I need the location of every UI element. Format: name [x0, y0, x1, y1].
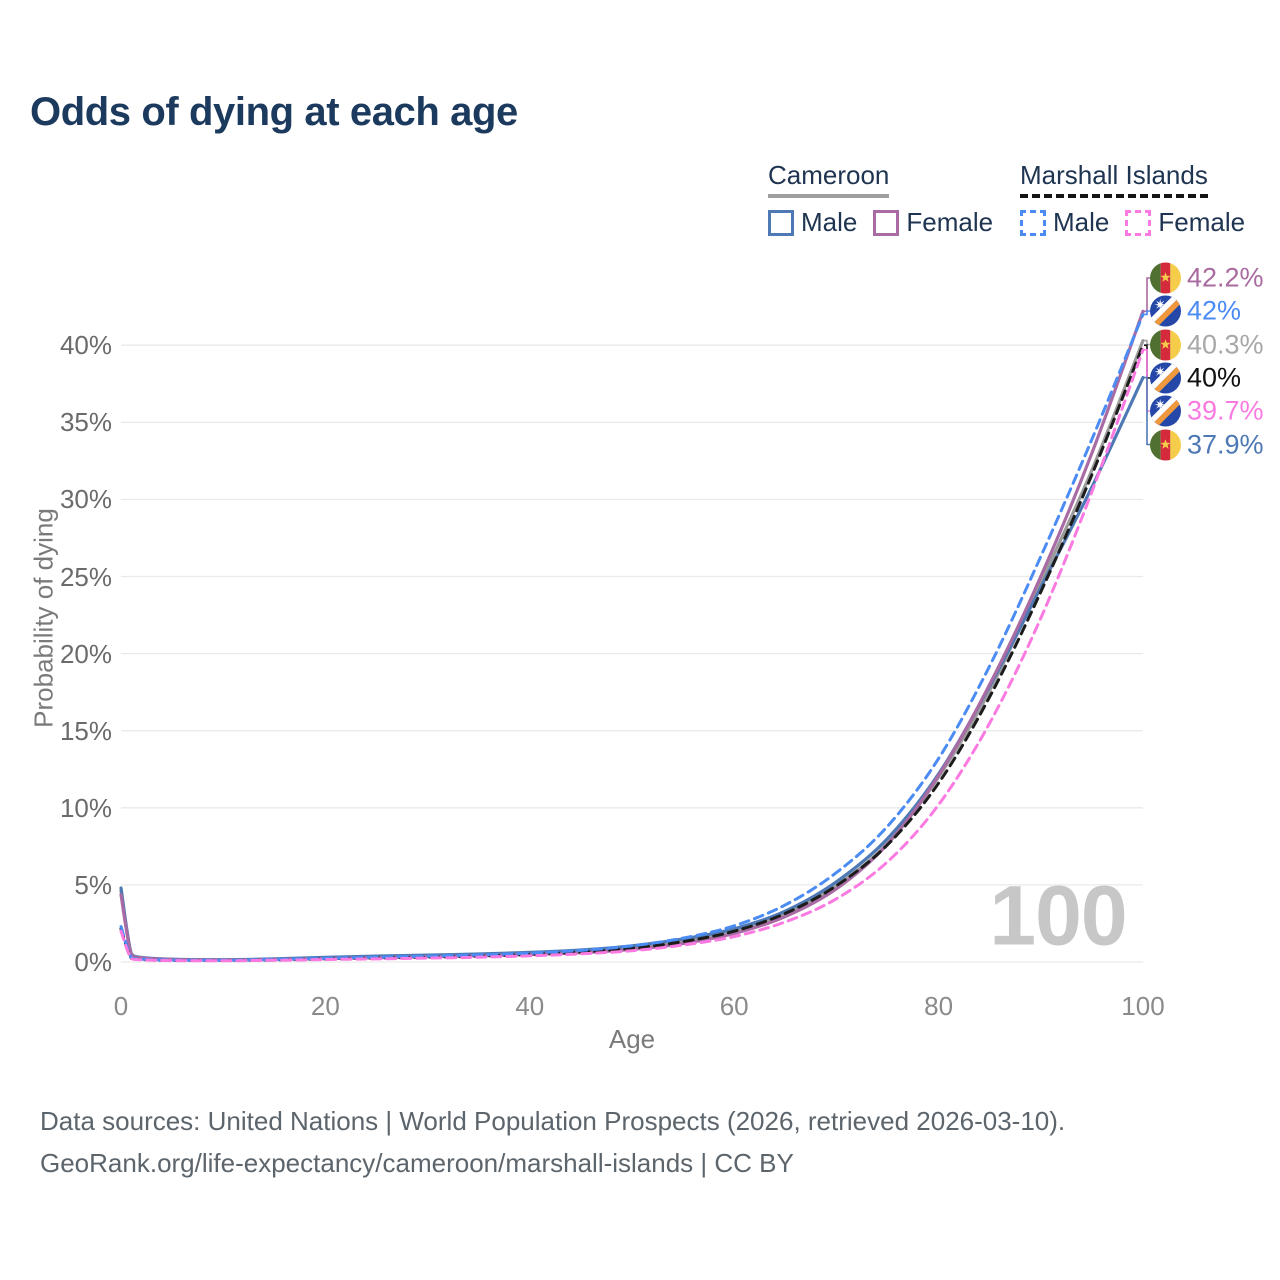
- marshall-islands-flag-icon: [1150, 395, 1181, 427]
- legend-swatch-cameroon-female: [873, 209, 900, 236]
- x-tick-label: 100: [1121, 991, 1165, 1021]
- end-label-value: 40.3%: [1187, 329, 1264, 359]
- marshall-islands-flag-icon: [1150, 362, 1181, 394]
- end-label-value: 42.2%: [1187, 262, 1264, 293]
- legend-item-label: Female: [1158, 207, 1246, 237]
- age-watermark: 100: [989, 868, 1127, 963]
- y-tick-label: 15%: [59, 715, 112, 746]
- end-label-connector: [1144, 277, 1150, 313]
- legend-item-label: Female: [906, 207, 994, 237]
- y-tick-label: 20%: [59, 638, 112, 669]
- end-label-connector: [1144, 339, 1150, 346]
- y-tick-label: 0%: [74, 947, 112, 977]
- end-label-value: 40%: [1187, 362, 1242, 393]
- marshall-islands-flag-icon: [1150, 295, 1181, 327]
- series-line-marshall-islands-female[interactable]: [119, 348, 1145, 963]
- y-tick-label: 5%: [74, 869, 112, 900]
- legend-group-title-cameroon: Cameroon: [768, 160, 890, 198]
- end-label-row: 42.2%: [1150, 262, 1264, 294]
- x-tick-label: 20: [310, 991, 340, 1021]
- legend-swatch-marshall-islands-male: [1020, 209, 1046, 236]
- series-line-marshall-islands-male[interactable]: [119, 312, 1145, 962]
- y-tick-label: 40%: [59, 330, 112, 361]
- legend-item-cameroon-male[interactable]: Male: [768, 207, 857, 238]
- end-label-row: 40.3%: [1150, 329, 1264, 360]
- attribution-link-text: GeoRank.org/life-expectancy/cameroon/mar…: [40, 1148, 794, 1178]
- y-axis-title: Probability of dying: [28, 508, 59, 728]
- cameroon-flag-icon: [1150, 262, 1181, 294]
- page-title: Odds of dying at each age: [30, 90, 518, 134]
- series-line-cameroon-female[interactable]: [119, 309, 1145, 962]
- end-label-value: 37.9%: [1187, 429, 1264, 459]
- x-axis-title: Age: [608, 1024, 656, 1054]
- legend-item-cameroon-female[interactable]: Female: [873, 207, 993, 238]
- legend-item-marshall-islands-female[interactable]: Female: [1125, 207, 1245, 238]
- x-tick-label: 40: [515, 991, 545, 1021]
- legend-swatch-cameroon-male: [768, 209, 794, 236]
- x-tick-label: 60: [719, 991, 749, 1021]
- end-label-row: 42%: [1150, 295, 1242, 327]
- legend-group-cameroon: Cameroon Male Female: [768, 160, 993, 238]
- legend-item-label: Male: [801, 207, 858, 237]
- legend-item-label: Male: [1053, 207, 1110, 237]
- legend-group-marshall-islands: Marshall Islands Male Female: [1020, 160, 1245, 238]
- x-tick-label: 0: [113, 991, 129, 1021]
- end-label-row: 40%: [1150, 362, 1242, 394]
- data-sources-text: Data sources: United Nations | World Pop…: [40, 1106, 1066, 1136]
- end-label-row: 39.7%: [1150, 395, 1264, 427]
- cameroon-flag-icon: [1150, 329, 1181, 360]
- legend-group-title-marshall-islands: Marshall Islands: [1020, 160, 1208, 198]
- y-tick-label: 10%: [59, 792, 112, 823]
- end-label-connector: [1144, 376, 1150, 446]
- end-label-value: 39.7%: [1187, 395, 1264, 426]
- legend-swatch-marshall-islands-female: [1125, 209, 1152, 236]
- end-label-connector: [1144, 310, 1150, 316]
- y-tick-label: 35%: [59, 407, 112, 438]
- y-tick-label: 30%: [59, 484, 112, 515]
- cameroon-flag-icon: [1150, 429, 1181, 460]
- end-label-row: 37.9%: [1150, 429, 1264, 460]
- end-label-value: 42%: [1187, 295, 1242, 326]
- y-tick-label: 25%: [59, 561, 112, 592]
- x-tick-label: 80: [924, 991, 954, 1021]
- legend-item-marshall-islands-male[interactable]: Male: [1020, 207, 1109, 238]
